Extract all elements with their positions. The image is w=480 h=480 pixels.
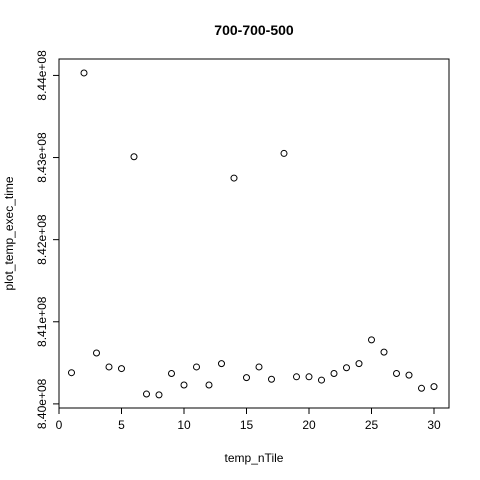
- data-points: [68, 69, 438, 399]
- data-point: [68, 369, 75, 377]
- y-tick-label: 8.41e+08: [35, 296, 49, 347]
- y-tick-label: 8.42e+08: [35, 214, 49, 265]
- data-point: [168, 370, 175, 378]
- x-tick-label: 10: [177, 418, 191, 432]
- data-point: [268, 375, 275, 383]
- x-tick-label: 30: [427, 418, 441, 432]
- data-point: [155, 391, 163, 399]
- y-tick-label: 8.43e+08: [35, 132, 49, 183]
- data-point: [405, 371, 413, 379]
- x-tick-label: 0: [56, 418, 63, 432]
- data-point: [255, 363, 263, 371]
- data-point: [180, 381, 188, 389]
- plot-area-frame: [58, 58, 450, 409]
- data-point: [393, 370, 400, 378]
- data-point: [418, 384, 425, 392]
- y-tick-label: 8.44e+08: [35, 50, 49, 101]
- data-point: [343, 364, 350, 372]
- data-point: [218, 360, 225, 368]
- data-point: [143, 390, 150, 398]
- data-point: [330, 370, 338, 378]
- data-point: [130, 153, 138, 161]
- data-point: [430, 383, 438, 391]
- data-point: [368, 336, 375, 344]
- data-point: [80, 69, 88, 77]
- x-axis-label: temp_nTile: [225, 451, 284, 465]
- data-point: [193, 363, 200, 371]
- data-point: [305, 373, 313, 381]
- data-point: [118, 365, 125, 373]
- x-tick-label: 15: [240, 418, 254, 432]
- chart-title: 700-700-500: [214, 22, 294, 38]
- x-tick-label: 25: [365, 418, 379, 432]
- data-point: [318, 376, 325, 384]
- data-point: [355, 360, 363, 368]
- data-point: [93, 349, 100, 357]
- data-point: [243, 374, 250, 382]
- x-tick-label: 5: [118, 418, 125, 432]
- x-axis: 0 5 10 15 20 25 30: [56, 407, 441, 432]
- data-point: [205, 381, 213, 389]
- y-axis-label: plot_temp_exec_time: [2, 176, 16, 290]
- data-point: [105, 363, 113, 371]
- data-point: [280, 149, 288, 157]
- data-point: [380, 348, 388, 356]
- x-tick-label: 20: [302, 418, 316, 432]
- data-point: [230, 174, 238, 182]
- y-tick-label: 8.40e+08: [35, 378, 49, 429]
- data-point: [293, 373, 300, 381]
- y-axis: 8.40e+08 8.41e+08 8.42e+08 8.43e+08 8.44e+08: [35, 50, 60, 429]
